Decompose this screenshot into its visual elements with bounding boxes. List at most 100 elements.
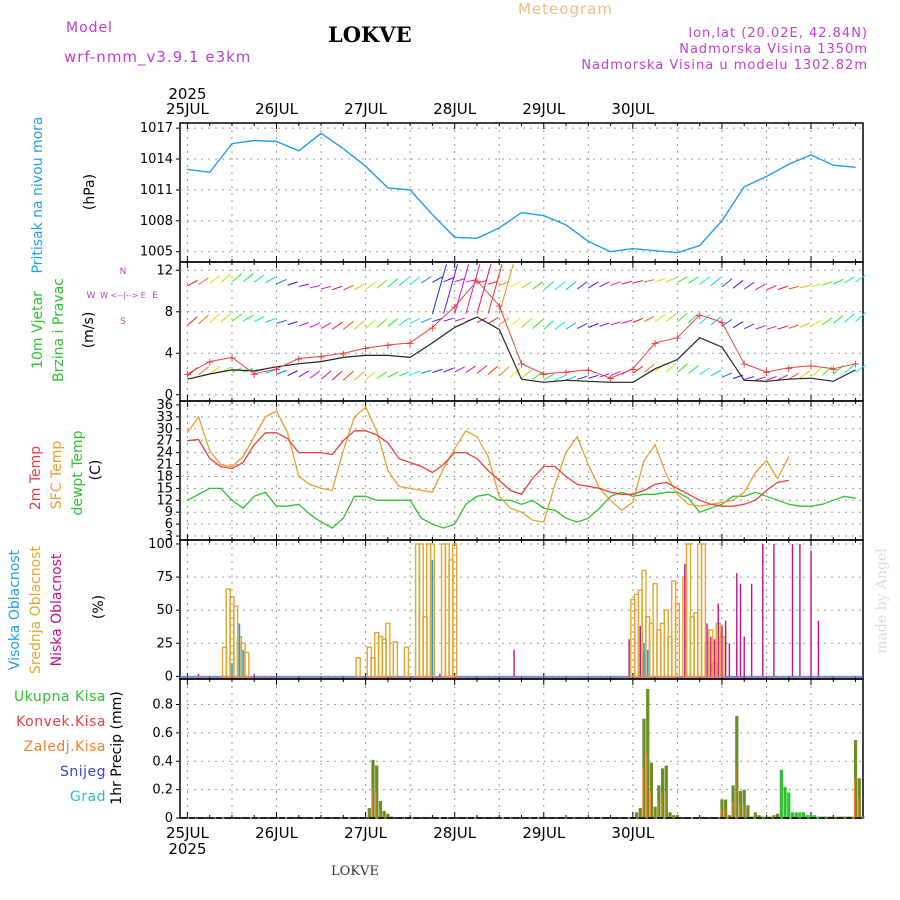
wind-vector <box>588 374 599 379</box>
wind-vector <box>643 364 655 373</box>
wind-vector <box>421 276 432 284</box>
wind-gust-marker: + <box>584 364 593 377</box>
precip-legend-1: Konvek.Kisa <box>16 714 106 730</box>
precip-legend-4: Grad <box>70 789 106 805</box>
precip-strat-bar <box>724 808 726 818</box>
wind-gust-marker: + <box>183 368 192 381</box>
precip-bar <box>660 768 665 818</box>
wind-vector <box>409 370 421 376</box>
cloud-mid-bar <box>429 543 436 678</box>
wind-panel-frame <box>179 261 864 402</box>
pressure-ytick-label: 1014 <box>140 152 173 167</box>
wind-vector <box>476 365 488 374</box>
temp-2m-axis-title: 2m Temp <box>28 446 44 510</box>
wind-gust-marker: + <box>250 368 259 381</box>
temperature-ytick-label: 36 <box>156 398 173 413</box>
wind-gust-marker: + <box>227 351 236 364</box>
wind-vector <box>320 370 332 380</box>
wind-vector <box>287 370 298 376</box>
wind-vector <box>565 281 577 291</box>
wind-vector <box>721 372 733 378</box>
wind-vector <box>688 365 699 374</box>
wind-vector <box>777 374 788 381</box>
cloud-mid-bar <box>685 543 692 678</box>
precip-bar <box>779 769 783 818</box>
wind-vector <box>588 323 599 328</box>
precip-bar <box>668 812 672 818</box>
wind-ytick-label: 0 <box>165 388 173 403</box>
wind-gust-marker: + <box>361 342 370 355</box>
wind-vector <box>220 273 232 283</box>
wind-vector-strong <box>498 263 514 315</box>
wind-vector <box>298 370 310 378</box>
pressure-ytick-label: 1008 <box>140 214 173 229</box>
wind-gust-marker: + <box>205 356 214 369</box>
wind-gust-marker: + <box>450 301 459 314</box>
wind-gust-line <box>187 279 856 379</box>
wind-vector <box>254 316 265 322</box>
wind-vector <box>732 321 744 329</box>
wind-vector <box>565 375 577 381</box>
wind-vector <box>710 316 722 326</box>
wind-gust-marker: + <box>740 358 749 371</box>
wind-vector <box>543 373 555 381</box>
precip-bar <box>720 799 724 818</box>
wind-vector <box>821 317 833 326</box>
wind-gust-marker: + <box>294 352 303 365</box>
pressure-axis-title: Pritisak na nivou mora <box>30 116 46 273</box>
precip-strat-bar <box>742 803 744 818</box>
wind-vector <box>209 275 220 284</box>
precip-bar <box>857 778 861 818</box>
wind-vector <box>599 281 610 288</box>
wind-ytick-label: 4 <box>165 346 173 361</box>
wind-vector <box>755 283 766 291</box>
precip-bar <box>757 815 761 818</box>
wind-vector <box>387 278 399 288</box>
wind-gust-marker: + <box>829 363 838 376</box>
wind-vector <box>309 370 321 379</box>
wind-vector <box>331 321 343 330</box>
precip-bar <box>378 800 383 818</box>
xaxis-year-top: 2025 <box>168 85 206 103</box>
wind-vector <box>265 369 276 374</box>
wind-vector <box>409 317 421 325</box>
wind-vector <box>688 313 699 323</box>
wind-vector <box>654 314 666 322</box>
xaxis-day-label-top: 25JUL <box>166 100 209 118</box>
temperature-ytick-label: 12 <box>156 493 173 508</box>
compass-pattern: W <--|--> E <box>100 291 146 300</box>
wind-vector <box>298 283 309 288</box>
wind-vector <box>343 321 354 330</box>
cloud-mid-bar <box>403 646 410 678</box>
precip-bar <box>675 815 680 818</box>
precip-bar <box>794 812 798 818</box>
wind-vector <box>343 284 354 291</box>
cloud-unit-label: (%) <box>91 595 107 619</box>
wind-gust-marker: + <box>695 309 704 322</box>
wind-vector <box>287 281 298 286</box>
precip-ytick-label: 0.2 <box>152 783 173 798</box>
precip-bar <box>783 786 787 818</box>
wind-vector <box>187 280 198 287</box>
xaxis-day-label-bottom: 25JUL <box>166 824 209 842</box>
wind-vector <box>320 322 332 329</box>
wind-vector <box>498 366 510 377</box>
wind-vector <box>732 279 744 289</box>
precip-bar <box>371 759 375 818</box>
temp-2m-line <box>187 430 789 507</box>
xaxis-year-bottom: 2025 <box>168 840 206 858</box>
precip-bar <box>735 715 739 818</box>
wind-gust-marker: + <box>851 358 860 371</box>
wind-vector <box>532 319 543 329</box>
wind-vector <box>398 371 410 377</box>
wind-vector-strong <box>443 263 459 315</box>
wind-vector <box>677 363 688 373</box>
wind-vector <box>320 285 332 290</box>
wind-gust-marker: + <box>606 372 615 385</box>
wind-vector <box>209 313 221 324</box>
wind-vector-strong <box>465 263 481 315</box>
wind-vector <box>743 281 755 290</box>
wind-vector <box>744 323 755 330</box>
wind-vector <box>632 280 643 284</box>
wind-vector <box>710 277 722 287</box>
